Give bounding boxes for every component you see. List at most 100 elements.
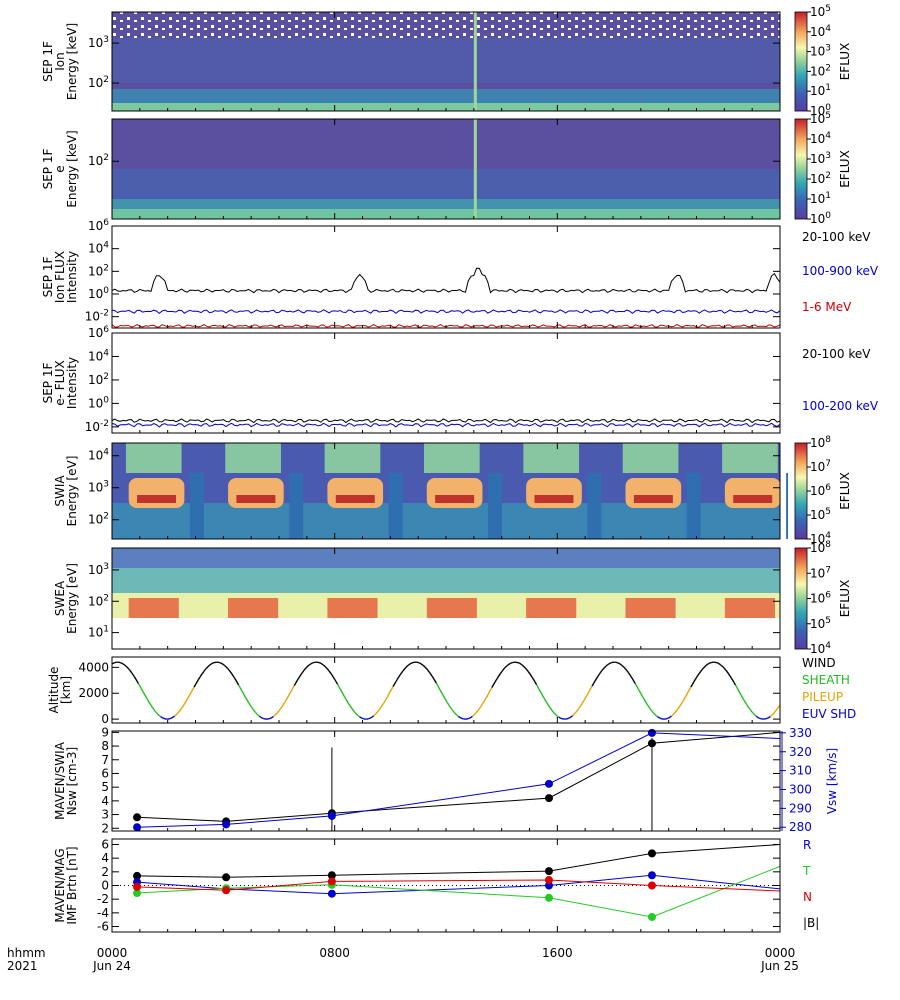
altitude-segment	[243, 694, 247, 698]
y-tick-label: 10-2	[85, 309, 109, 324]
altitude-segment	[765, 717, 768, 720]
altitude-segment	[487, 692, 490, 696]
altitude-segment	[343, 696, 347, 700]
altitude-segment	[193, 684, 197, 688]
altitude-segment	[338, 686, 341, 690]
altitude-segment	[204, 667, 208, 671]
altitude-segment	[655, 715, 658, 718]
altitude-segment	[604, 665, 607, 668]
y-tick-label: 5	[101, 780, 109, 794]
altitude-segment	[335, 681, 339, 685]
data-point-0	[647, 849, 656, 858]
altitude-segment	[388, 691, 391, 695]
altitude-segment	[657, 716, 660, 719]
altitude-segment	[153, 708, 156, 712]
altitude-segment	[249, 704, 252, 707]
series-line-0	[111, 418, 781, 424]
y-axis-label-line: Energy [keV]	[65, 23, 79, 100]
altitude-segment	[452, 710, 455, 713]
altitude-segment	[371, 715, 375, 718]
altitude-segment	[520, 663, 523, 666]
date-label-start: Jun 24	[92, 959, 131, 973]
altitude-segment	[619, 663, 622, 666]
altitude-segment	[135, 678, 138, 682]
data-point-3	[647, 881, 656, 890]
altitude-segment	[431, 675, 435, 679]
y-tick-label: 101	[88, 625, 109, 640]
altitude-segment	[539, 691, 543, 695]
flux-band	[112, 548, 780, 568]
y-axis-label-line: Intensity	[65, 251, 79, 303]
data-point-1	[647, 871, 656, 880]
colorbar-tick-label: 108	[810, 435, 831, 450]
altitude-segment	[707, 662, 710, 665]
data-point-2	[544, 893, 553, 902]
altitude-segment	[566, 717, 569, 720]
colorbar-tick-label: 105	[810, 616, 831, 631]
altitude-segment	[302, 669, 305, 673]
y2-tick-label: 300	[789, 782, 812, 796]
altitude-segment	[269, 717, 271, 720]
altitude-segment	[186, 696, 190, 700]
y-tick-label: -6	[97, 920, 109, 934]
series-line-0	[111, 267, 781, 294]
altitude-segment	[352, 709, 355, 712]
altitude-segment	[545, 701, 549, 705]
altitude-segment	[730, 677, 734, 681]
y-tick-label: 6	[101, 766, 109, 780]
y-tick-label: 3	[101, 808, 109, 822]
altitude-segment	[400, 670, 404, 674]
electron-flux-peak	[128, 598, 179, 618]
altitude-segment	[531, 677, 535, 681]
altitude-segment	[767, 716, 770, 719]
altitude-segment	[704, 664, 707, 668]
low-flux-gap	[388, 473, 403, 539]
altitude-segment	[120, 661, 122, 664]
colorbar-tick-label: 100	[810, 211, 831, 226]
colorbar	[794, 442, 808, 540]
altitude-segment	[211, 662, 214, 665]
altitude-segment	[744, 701, 748, 705]
colorbar-tick-label: 102	[810, 171, 831, 186]
altitude-segment	[246, 699, 249, 703]
series-line-2	[137, 865, 781, 918]
altitude-segment	[584, 695, 588, 699]
altitude-segment	[235, 679, 238, 683]
altitude-segment	[339, 688, 343, 692]
y-tick-label: 6	[101, 837, 109, 851]
altitude-segment	[650, 708, 653, 712]
y-tick-label: 102	[88, 372, 109, 387]
flux-band	[112, 103, 780, 111]
y-tick-label: 100	[88, 286, 109, 301]
altitude-segment	[585, 693, 589, 697]
panel-sep-e-flux: 20-100 keV 100-200 keV 106 104 102 100 10-2 SEP…	[41, 325, 879, 434]
data-point-vsw	[647, 728, 656, 737]
altitude-segment	[128, 668, 131, 672]
altitude-segment	[481, 701, 485, 705]
altitude-segment	[629, 674, 632, 677]
altitude-segment	[130, 672, 134, 675]
colorbar-tick-label: 107	[810, 459, 831, 474]
y-tick-label: -4	[97, 906, 109, 920]
colorbar-tick-label: 104	[810, 24, 831, 39]
low-flux-gap	[686, 473, 701, 539]
solar-wind-core	[633, 495, 673, 503]
altitude-segment	[132, 674, 135, 677]
altitude-segment	[654, 713, 657, 717]
altitude-segment	[349, 705, 352, 709]
altitude-segment	[160, 716, 163, 719]
altitude-segment	[549, 707, 553, 711]
altitude-segment	[113, 661, 116, 664]
altitude-segment	[555, 714, 558, 717]
colorbar-tick-label: 107	[810, 565, 831, 580]
time-row-label-1: hhmm	[7, 946, 46, 960]
flux-band	[112, 568, 780, 593]
altitude-segment	[721, 665, 724, 668]
altitude-segment	[559, 717, 562, 720]
y-tick-label: 100	[88, 395, 109, 410]
altitude-segment	[496, 675, 500, 679]
altitude-segment	[309, 663, 312, 666]
altitude-segment	[122, 663, 125, 666]
